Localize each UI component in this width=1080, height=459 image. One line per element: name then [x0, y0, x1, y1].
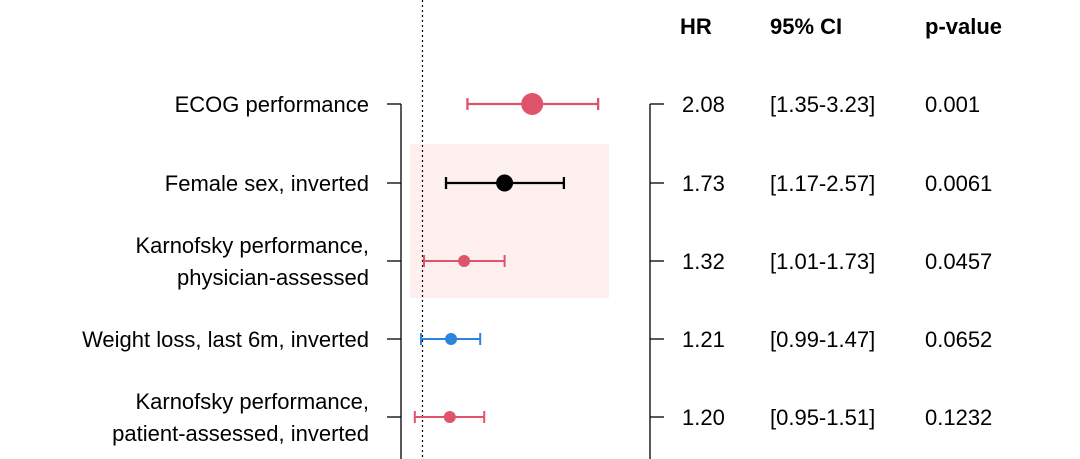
hr-point — [445, 333, 458, 345]
p-value: 0.0061 — [925, 171, 992, 196]
stats-table: HR 95% CI p-value 2.08 [1.35-3.23] 0.001 1.… — [680, 14, 1002, 430]
row-label: ECOG performance — [175, 92, 369, 117]
ci-value: [1.35-3.23] — [770, 92, 875, 117]
hr-value: 1.32 — [682, 249, 725, 274]
hr-point — [443, 411, 456, 423]
row-label: Karnofsky performance, — [135, 389, 369, 414]
row-label: patient-assessed, inverted — [112, 421, 369, 446]
ci-value: [0.95-1.51] — [770, 405, 875, 430]
hr-value: 2.08 — [682, 92, 725, 117]
row-label: Karnofsky performance, — [135, 233, 369, 258]
p-value: 0.0457 — [925, 249, 992, 274]
row-label: physician-assessed — [177, 265, 369, 290]
header-ci: 95% CI — [770, 14, 842, 39]
hr-value: 1.21 — [682, 327, 725, 352]
hr-value: 1.20 — [682, 405, 725, 430]
ci-value: [1.01-1.73] — [770, 249, 875, 274]
header-p-value: p-value — [925, 14, 1002, 39]
row-label: Female sex, inverted — [165, 171, 369, 196]
hr-value: 1.73 — [682, 171, 725, 196]
ci-value: [0.99-1.47] — [770, 327, 875, 352]
p-value: 0.0652 — [925, 327, 992, 352]
hr-point — [458, 255, 471, 267]
hr-point — [496, 174, 514, 192]
header-hr: HR — [680, 14, 712, 39]
p-value: 0.001 — [925, 92, 980, 117]
axes — [387, 0, 664, 459]
hr-point — [521, 93, 544, 115]
p-value: 0.1232 — [925, 405, 992, 430]
estimates — [413, 93, 600, 423]
ci-value: [1.17-2.57] — [770, 171, 875, 196]
row-labels: ECOG performance Female sex, inverted Karn… — [82, 92, 369, 446]
highlight-band — [410, 144, 609, 298]
row-label: Weight loss, last 6m, inverted — [82, 327, 369, 352]
